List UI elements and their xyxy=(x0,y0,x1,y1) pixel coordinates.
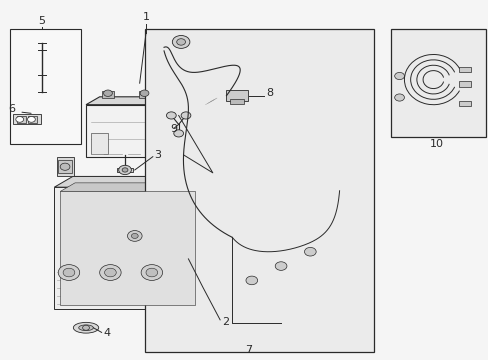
Circle shape xyxy=(181,112,190,119)
Bar xyxy=(458,81,470,87)
Circle shape xyxy=(176,39,185,45)
Bar xyxy=(28,116,37,123)
Bar xyxy=(58,160,72,173)
Bar xyxy=(226,90,247,101)
Circle shape xyxy=(82,325,89,330)
Bar xyxy=(230,99,244,104)
Bar xyxy=(13,114,41,125)
Bar xyxy=(458,101,470,107)
Polygon shape xyxy=(54,176,219,187)
Bar xyxy=(91,133,108,154)
Text: 9: 9 xyxy=(170,123,178,134)
Text: 7: 7 xyxy=(244,345,251,355)
Circle shape xyxy=(131,233,138,238)
Bar xyxy=(102,91,114,98)
Circle shape xyxy=(173,130,183,137)
Text: 5: 5 xyxy=(39,16,45,26)
Polygon shape xyxy=(200,176,219,309)
Polygon shape xyxy=(86,97,219,105)
Circle shape xyxy=(60,163,70,170)
Bar xyxy=(139,91,150,98)
Bar xyxy=(10,30,81,144)
Bar xyxy=(60,192,194,305)
Text: 4: 4 xyxy=(103,328,110,338)
Circle shape xyxy=(100,265,121,280)
Text: 2: 2 xyxy=(222,317,229,327)
Circle shape xyxy=(245,276,257,285)
Polygon shape xyxy=(57,157,74,176)
Text: 8: 8 xyxy=(265,88,272,98)
Text: 6: 6 xyxy=(8,104,15,114)
Bar xyxy=(86,105,205,157)
Bar xyxy=(458,67,470,72)
Circle shape xyxy=(394,94,404,101)
Circle shape xyxy=(275,262,286,270)
Bar xyxy=(390,30,485,137)
Polygon shape xyxy=(117,168,133,172)
Circle shape xyxy=(119,165,131,175)
Circle shape xyxy=(16,117,23,122)
Circle shape xyxy=(127,230,142,241)
Circle shape xyxy=(172,36,189,48)
Bar xyxy=(144,30,373,352)
Circle shape xyxy=(58,265,80,280)
Circle shape xyxy=(122,168,128,172)
Circle shape xyxy=(166,112,176,119)
Circle shape xyxy=(146,268,158,277)
Polygon shape xyxy=(205,97,219,157)
Ellipse shape xyxy=(79,325,93,330)
Circle shape xyxy=(104,268,116,277)
Text: 10: 10 xyxy=(429,139,443,149)
Circle shape xyxy=(141,265,162,280)
Circle shape xyxy=(304,247,316,256)
Text: 3: 3 xyxy=(154,150,161,160)
Bar xyxy=(17,116,25,123)
Circle shape xyxy=(140,90,149,96)
Circle shape xyxy=(394,72,404,80)
Polygon shape xyxy=(73,176,219,298)
Bar xyxy=(54,187,200,309)
Ellipse shape xyxy=(73,322,99,333)
Circle shape xyxy=(27,117,35,122)
Polygon shape xyxy=(60,183,209,192)
Text: 1: 1 xyxy=(142,12,149,22)
Circle shape xyxy=(103,90,112,96)
Circle shape xyxy=(63,268,75,277)
